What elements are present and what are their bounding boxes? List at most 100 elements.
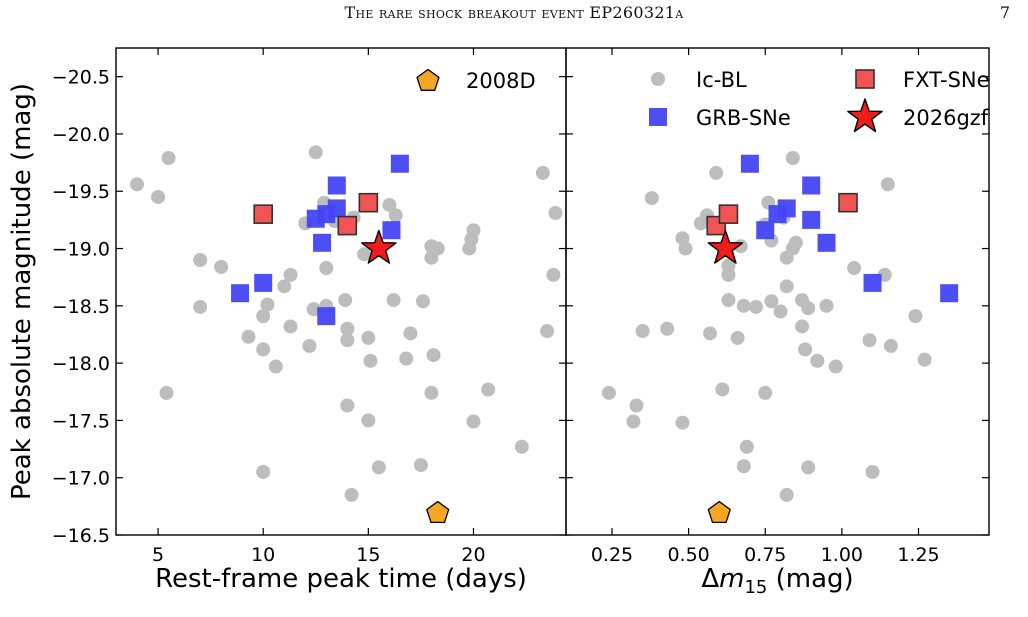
data-point — [546, 267, 561, 282]
series-fxt-sne — [253, 192, 379, 236]
legend: Ic-BL FXT-SNe GRB-SNe 2026gzf — [649, 68, 990, 133]
series-2008d — [426, 500, 450, 524]
series-ic-bl — [130, 145, 563, 502]
data-points — [130, 145, 563, 524]
data-point — [718, 204, 739, 224]
legend-marker-fxt-sne — [855, 69, 875, 89]
data-point — [838, 192, 858, 213]
data-point — [277, 279, 292, 294]
data-point — [756, 221, 775, 240]
data-point — [626, 414, 641, 429]
data-point — [801, 460, 816, 475]
data-point — [357, 247, 372, 262]
data-point — [426, 348, 441, 363]
data-point — [130, 177, 145, 192]
panel-right: 0.25 0.50 0.75 1.00 1.25 Δm15 (mag) Ic-BL FXT-S… — [565, 47, 990, 598]
data-point — [917, 352, 932, 367]
y-ticks — [566, 76, 989, 536]
data-point — [880, 177, 895, 192]
data-point — [319, 261, 334, 276]
y-tick-label: −18.5 — [52, 296, 110, 318]
data-point — [426, 500, 450, 524]
data-point — [256, 464, 271, 479]
y-tick-label: −20.5 — [52, 67, 110, 89]
data-point — [847, 261, 862, 276]
data-point — [675, 415, 690, 430]
y-tick-label: −16.5 — [52, 525, 110, 547]
y-tick-label: −19.0 — [52, 239, 110, 261]
data-point — [399, 351, 414, 366]
data-point — [344, 487, 359, 502]
legend-marker-2026gzf — [847, 98, 883, 133]
legend-label-ic-bl: Ic-BL — [696, 68, 747, 92]
data-point — [865, 464, 880, 479]
legend-label-grb-sne: GRB-SNe — [696, 106, 791, 130]
data-point — [548, 206, 563, 221]
data-point — [386, 293, 401, 308]
data-point — [337, 215, 358, 236]
data-point — [540, 324, 555, 339]
data-point — [361, 413, 376, 428]
data-point — [798, 342, 813, 357]
data-point — [241, 329, 256, 344]
data-point — [358, 192, 379, 213]
x-tick-label: 15 — [356, 544, 380, 566]
data-point — [802, 210, 821, 229]
y-tick-label: −17.0 — [52, 468, 110, 490]
series-2008d — [707, 500, 731, 524]
data-point — [253, 204, 273, 224]
series-grb-sne — [740, 154, 959, 303]
data-point — [795, 319, 810, 334]
data-point — [721, 258, 736, 273]
data-point — [764, 294, 779, 309]
data-point — [828, 359, 843, 374]
data-point — [863, 273, 882, 292]
running-head-title: The rare shock breakout event EP260321a — [344, 3, 684, 22]
data-point — [340, 333, 355, 348]
data-point — [466, 223, 481, 238]
data-point — [773, 304, 788, 319]
data-point — [801, 301, 816, 316]
x-tick-label: 20 — [461, 544, 485, 566]
data-point — [660, 321, 675, 336]
data-point — [817, 233, 836, 252]
x-tick-label: 10 — [251, 544, 275, 566]
data-point — [908, 309, 923, 324]
axes-frame — [115, 47, 567, 536]
series-2026gzf — [361, 229, 397, 264]
data-point — [161, 151, 176, 166]
data-point — [466, 414, 481, 429]
x-tick-label: 1.00 — [821, 544, 863, 566]
data-point — [736, 459, 751, 474]
data-point — [256, 342, 271, 357]
data-point — [317, 307, 336, 326]
data-point — [883, 338, 898, 353]
series-2026gzf — [707, 229, 744, 264]
data-point — [749, 299, 764, 314]
data-point — [403, 326, 418, 341]
data-point — [193, 252, 208, 267]
data-point — [481, 382, 496, 397]
legend-marker-2008d — [416, 68, 440, 91]
x-ticks: 0.25 0.50 0.75 1.00 1.25 — [591, 48, 940, 566]
data-point — [736, 298, 751, 313]
x-tick-label: 0.50 — [667, 544, 709, 566]
data-point — [940, 284, 959, 303]
legend: 2008D — [416, 68, 536, 93]
data-point — [371, 460, 386, 475]
data-point — [214, 259, 229, 274]
data-point — [707, 229, 744, 264]
running-head: The rare shock breakout event EP260321a … — [0, 0, 1028, 40]
data-point — [715, 382, 730, 397]
data-point — [382, 197, 397, 212]
x-axis-label: Rest-frame peak time (days) — [155, 564, 527, 594]
data-point — [283, 319, 298, 334]
data-point — [862, 333, 877, 348]
data-point — [340, 321, 355, 336]
data-points — [601, 151, 959, 524]
data-point — [313, 233, 332, 252]
data-point — [308, 145, 323, 160]
data-point — [601, 385, 616, 400]
data-point — [302, 338, 317, 353]
